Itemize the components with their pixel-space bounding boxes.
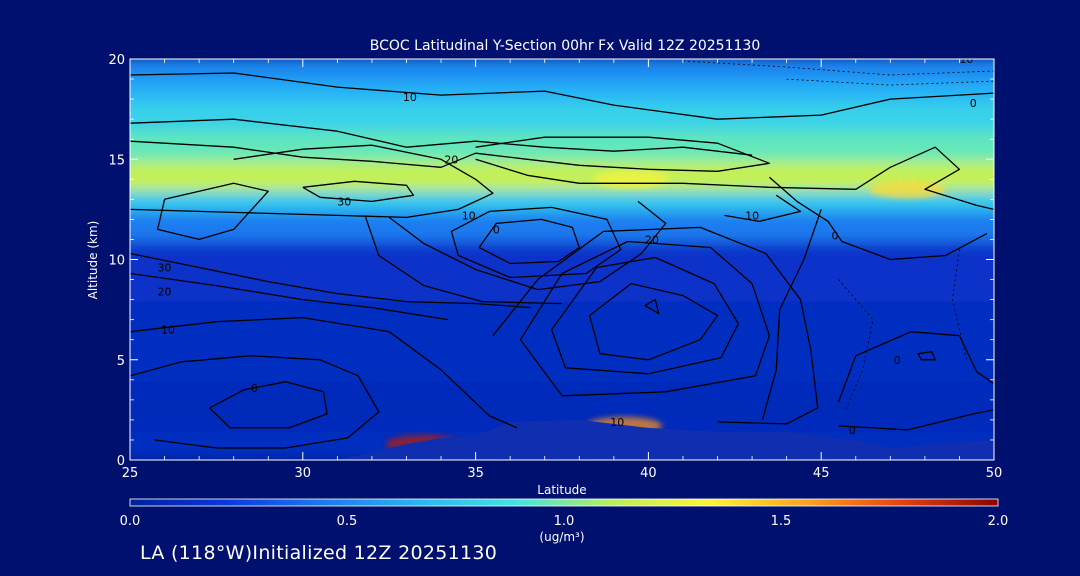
- contour-label-14: 10: [610, 416, 624, 429]
- contour-line-30: [952, 249, 967, 360]
- contour-line-0: [130, 72, 994, 120]
- contour-line-17: [761, 209, 822, 421]
- y-tick-label-1: 5: [117, 354, 125, 369]
- colorbar-ticks: 0.0 0.5 1.0 1.5 2.0: [120, 514, 1009, 529]
- contour-label-9: 10: [959, 53, 973, 66]
- contour-layer: [130, 60, 994, 449]
- contour-line-12: [644, 298, 660, 315]
- colorbar-tick-label-0: 0.0: [120, 514, 141, 529]
- contour-label-12: 10: [161, 324, 175, 337]
- contour-line-2: [130, 136, 771, 172]
- hotspot-3: [593, 170, 670, 189]
- plot-area: 10 20 30 10 0 20 10 0 0 10 30 20 10 0 10 0 0: [130, 53, 994, 460]
- colorbar-tick-label-1: 0.5: [337, 514, 358, 529]
- contour-line-24: [837, 331, 994, 403]
- axes: 25 30 35 40 45 50 0 5 10 15 20: [108, 53, 1002, 481]
- contour-label-8: 0: [970, 97, 977, 110]
- contour-line-8: [478, 218, 580, 265]
- heat-band-8: [130, 97, 994, 132]
- contour-line-27: [682, 60, 994, 76]
- colorbar-unit-label: (ug/m³): [539, 530, 584, 544]
- y-tick-label-0: 0: [117, 454, 125, 469]
- contour-line-11: [364, 215, 563, 305]
- contour-line-18: [130, 252, 531, 309]
- heat-band-9: [130, 77, 994, 102]
- y-tick-label-3: 15: [108, 153, 125, 168]
- contour-line-5: [475, 146, 994, 211]
- contour-label-0: 10: [403, 91, 417, 104]
- x-tick-label-3: 40: [640, 466, 657, 481]
- contour-line-25: [838, 409, 994, 431]
- colorbar-tick-label-2: 1.0: [554, 514, 575, 529]
- contour-label-3: 10: [462, 209, 476, 222]
- contour-label-4: 0: [493, 223, 500, 236]
- contour-line-21: [209, 381, 328, 429]
- hotspot-2: [869, 180, 946, 199]
- contour-line-15: [519, 240, 771, 397]
- contour-label-7: 0: [832, 229, 839, 242]
- y-tick-label-4: 20: [108, 53, 125, 68]
- x-tick-label-0: 25: [122, 466, 139, 481]
- terrain-layer: [130, 419, 994, 460]
- colorbar-tick-label-3: 1.5: [771, 514, 792, 529]
- contour-label-15: 0: [894, 354, 901, 367]
- heat-band-3: [130, 237, 994, 302]
- contour-line-1: [130, 118, 753, 156]
- contour-line-9: [450, 206, 622, 279]
- contour-line-23: [917, 351, 936, 361]
- x-tick-label-2: 35: [467, 466, 484, 481]
- x-tick-label-5: 50: [986, 466, 1003, 481]
- terrain-mask: [130, 419, 994, 460]
- footer-initialized-text: LA (118°W)Initialized 12Z 20251130: [140, 542, 498, 564]
- contour-line-20: [130, 316, 518, 429]
- x-axis-label: Latitude: [537, 483, 586, 497]
- contour-line-22: [130, 355, 380, 449]
- x-tick-label-4: 45: [813, 466, 830, 481]
- chart-title: BCOC Latitudinal Y-Section 00hr Fx Valid…: [370, 38, 760, 54]
- contour-line-4: [302, 180, 415, 203]
- x-tick-label-1: 30: [295, 466, 312, 481]
- y-axis-label: Altitude (km): [86, 221, 100, 300]
- heat-band-2: [130, 297, 994, 382]
- colorbar: 0.0 0.5 1.0 1.5 2.0 (ug/m³): [120, 498, 1009, 544]
- contour-line-3: [130, 144, 494, 219]
- contour-label-5: 20: [645, 233, 659, 246]
- heat-band-5: [130, 187, 994, 212]
- colorbar-gradient: [129, 498, 999, 507]
- heat-band-10: [130, 59, 994, 82]
- y-tick-label-2: 10: [108, 254, 125, 269]
- contour-label-13: 0: [251, 382, 258, 395]
- contour-label-11: 20: [158, 286, 172, 299]
- contour-line-29: [838, 279, 874, 411]
- contour-label-layer: 10 20 30 10 0 20 10 0 0 10 30 20 10 0 10 0 0: [158, 53, 977, 437]
- contour-label-10: 30: [158, 262, 172, 275]
- contour-line-7: [724, 194, 802, 223]
- contour-line-14: [550, 256, 739, 375]
- contour-line-6: [768, 176, 988, 261]
- contour-label-1: 20: [444, 153, 458, 166]
- heat-band-7: [130, 127, 994, 162]
- contour-label-2: 30: [337, 195, 351, 208]
- contour-line-13: [588, 282, 719, 361]
- contour-label-16: 0: [849, 424, 856, 437]
- contour-line-26: [156, 182, 269, 241]
- contour-line-19: [130, 272, 449, 321]
- contour-label-6: 10: [745, 209, 759, 222]
- colorbar-tick-label-4: 2.0: [988, 514, 1009, 529]
- contour-line-16: [492, 226, 819, 425]
